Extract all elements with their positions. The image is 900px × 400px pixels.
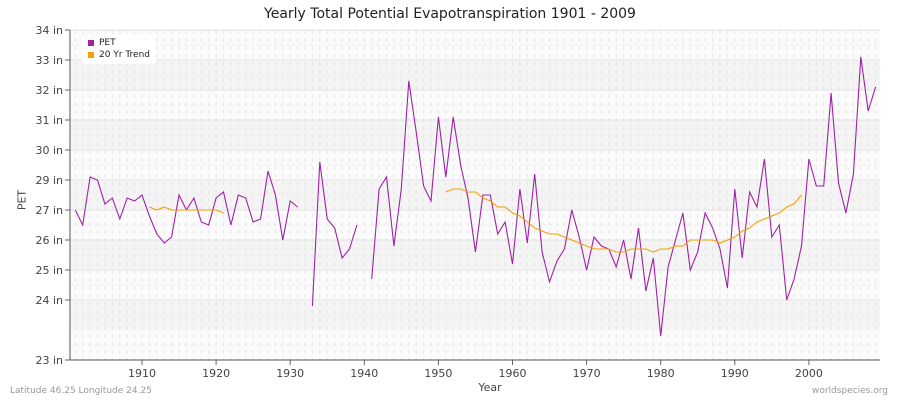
legend-item-trend: 20 Yr Trend [88, 49, 150, 61]
x-tick-label: 1960 [498, 367, 526, 380]
y-tick-label: 23 in [35, 354, 63, 367]
x-tick-label: 1970 [573, 367, 601, 380]
x-tick-label: 1990 [721, 367, 749, 380]
y-tick-label: 34 in [35, 24, 63, 37]
y-tick-label: 27 in [35, 204, 63, 217]
x-tick-label: 2000 [795, 367, 823, 380]
x-tick-label: 1920 [202, 367, 230, 380]
x-tick-label: 1980 [647, 367, 675, 380]
x-tick-label: 1930 [276, 367, 304, 380]
legend: PET 20 Yr Trend [82, 34, 157, 64]
legend-label-trend: 20 Yr Trend [99, 50, 151, 60]
legend-label-pet: PET [99, 38, 116, 48]
y-tick-label: 26 in [35, 234, 63, 247]
legend-swatch-pet [88, 40, 94, 46]
y-tick-label: 32 in [35, 84, 63, 97]
y-tick-label: 31 in [35, 114, 63, 127]
y-tick-label: 25 in [35, 264, 63, 277]
trend-series-line [445, 188, 802, 253]
y-tick-label: 29 in [35, 174, 63, 187]
y-tick-label: 24 in [35, 294, 63, 307]
x-tick-label: 1910 [128, 367, 156, 380]
chart-title: Yearly Total Potential Evapotranspiratio… [264, 6, 636, 22]
trend-series-line [149, 206, 224, 214]
footer-coordinates: Latitude 46.25 Longitude 24.25 [10, 386, 152, 396]
footer-source: worldspecies.org [811, 386, 888, 396]
legend-swatch-trend [88, 52, 94, 58]
x-axis-label: Year [478, 381, 502, 394]
x-tick-label: 1940 [350, 367, 378, 380]
legend-item-pet: PET [88, 37, 150, 49]
x-tick-label: 1950 [424, 367, 452, 380]
y-tick-label: 33 in [35, 54, 63, 67]
y-tick-label: 30 in [35, 144, 63, 157]
